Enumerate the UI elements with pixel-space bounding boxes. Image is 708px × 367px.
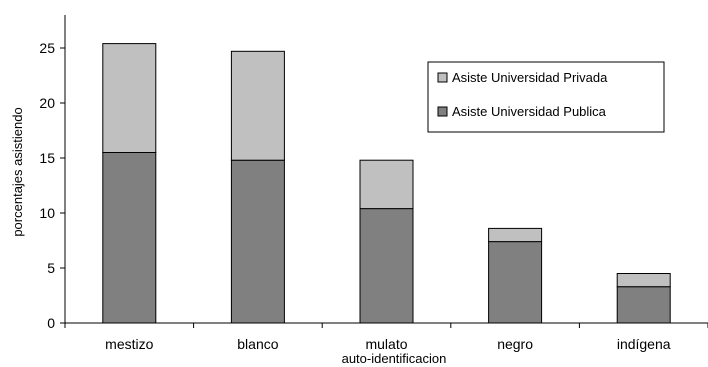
x-tick-label: mestizo bbox=[105, 336, 153, 352]
y-axis-title: porcentajes asistiendo bbox=[10, 107, 25, 236]
bar-mestizo-series-0 bbox=[102, 152, 157, 324]
x-tick-label: mulato bbox=[365, 336, 407, 352]
legend-swatch-0 bbox=[437, 72, 448, 83]
legend-swatch-1 bbox=[437, 106, 448, 117]
bars-layer bbox=[102, 43, 671, 324]
legend-box bbox=[427, 61, 665, 133]
bar-negro-series-0 bbox=[488, 241, 543, 324]
y-tick-label: 10 bbox=[39, 205, 55, 221]
x-tick-label: negro bbox=[497, 336, 533, 352]
legend-label-1: Asiste Universidad Publica bbox=[452, 104, 607, 119]
bar-blanco-series-0 bbox=[230, 159, 285, 324]
bar-indígena-series-0 bbox=[616, 286, 671, 324]
axes-layer: mestizo blanco mulato negro indígena 0 5 10 15 20… bbox=[39, 15, 708, 352]
y-tick-label: 25 bbox=[39, 40, 55, 56]
x-tick-label: blanco bbox=[237, 336, 278, 352]
legend-label-0: Asiste Universidad Privada bbox=[452, 70, 608, 85]
x-tick-label: indígena bbox=[617, 336, 671, 352]
y-tick-label: 5 bbox=[47, 260, 55, 276]
bar-mulato-series-1 bbox=[359, 159, 414, 210]
y-tick-label: 15 bbox=[39, 150, 55, 166]
y-tick-label: 20 bbox=[39, 95, 55, 111]
y-tick-label: 0 bbox=[47, 315, 55, 331]
bar-indígena-series-1 bbox=[616, 273, 671, 288]
x-axis-title: auto-identificacion bbox=[342, 351, 447, 366]
bar-blanco-series-1 bbox=[230, 50, 285, 161]
bar-mestizo-series-1 bbox=[102, 43, 157, 153]
legend: Asiste Universidad Privada Asiste Univers… bbox=[427, 61, 665, 133]
bar-negro-series-1 bbox=[488, 227, 543, 243]
bar-mulato-series-0 bbox=[359, 208, 414, 324]
